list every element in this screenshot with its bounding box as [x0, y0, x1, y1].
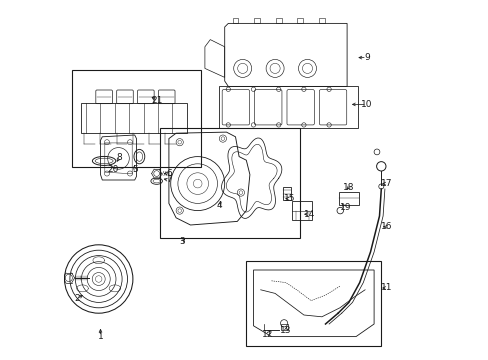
Text: 18: 18 [343, 183, 354, 192]
Text: 4: 4 [216, 201, 222, 210]
Text: 21: 21 [151, 96, 163, 105]
Bar [283, 187, 290, 200]
Text: 12: 12 [262, 330, 273, 338]
Bar [246, 261, 381, 346]
Text: 19: 19 [339, 202, 350, 211]
Bar [160, 128, 300, 238]
Text: 13: 13 [280, 326, 291, 335]
Text: 17: 17 [380, 179, 392, 188]
Text: 1: 1 [98, 332, 103, 341]
Bar [219, 86, 357, 128]
Text: 20: 20 [107, 165, 119, 174]
Bar [318, 18, 324, 23]
Bar [339, 192, 358, 205]
Text: 6: 6 [166, 169, 171, 178]
Bar [72, 70, 201, 167]
Text: 15: 15 [283, 194, 295, 203]
Text: 11: 11 [380, 284, 392, 292]
Text: 5: 5 [132, 165, 138, 174]
Bar [232, 18, 238, 23]
Text: 10: 10 [361, 100, 372, 109]
Text: 3: 3 [179, 237, 185, 246]
Text: 7: 7 [166, 175, 171, 184]
Bar [254, 18, 260, 23]
Bar [297, 18, 303, 23]
Bar [292, 201, 311, 220]
Text: 9: 9 [363, 53, 369, 62]
Text: 16: 16 [380, 222, 392, 231]
Text: 2: 2 [74, 294, 80, 303]
Bar [280, 324, 287, 330]
Bar [275, 18, 281, 23]
Text: 8: 8 [116, 153, 122, 162]
Text: 14: 14 [303, 210, 314, 219]
